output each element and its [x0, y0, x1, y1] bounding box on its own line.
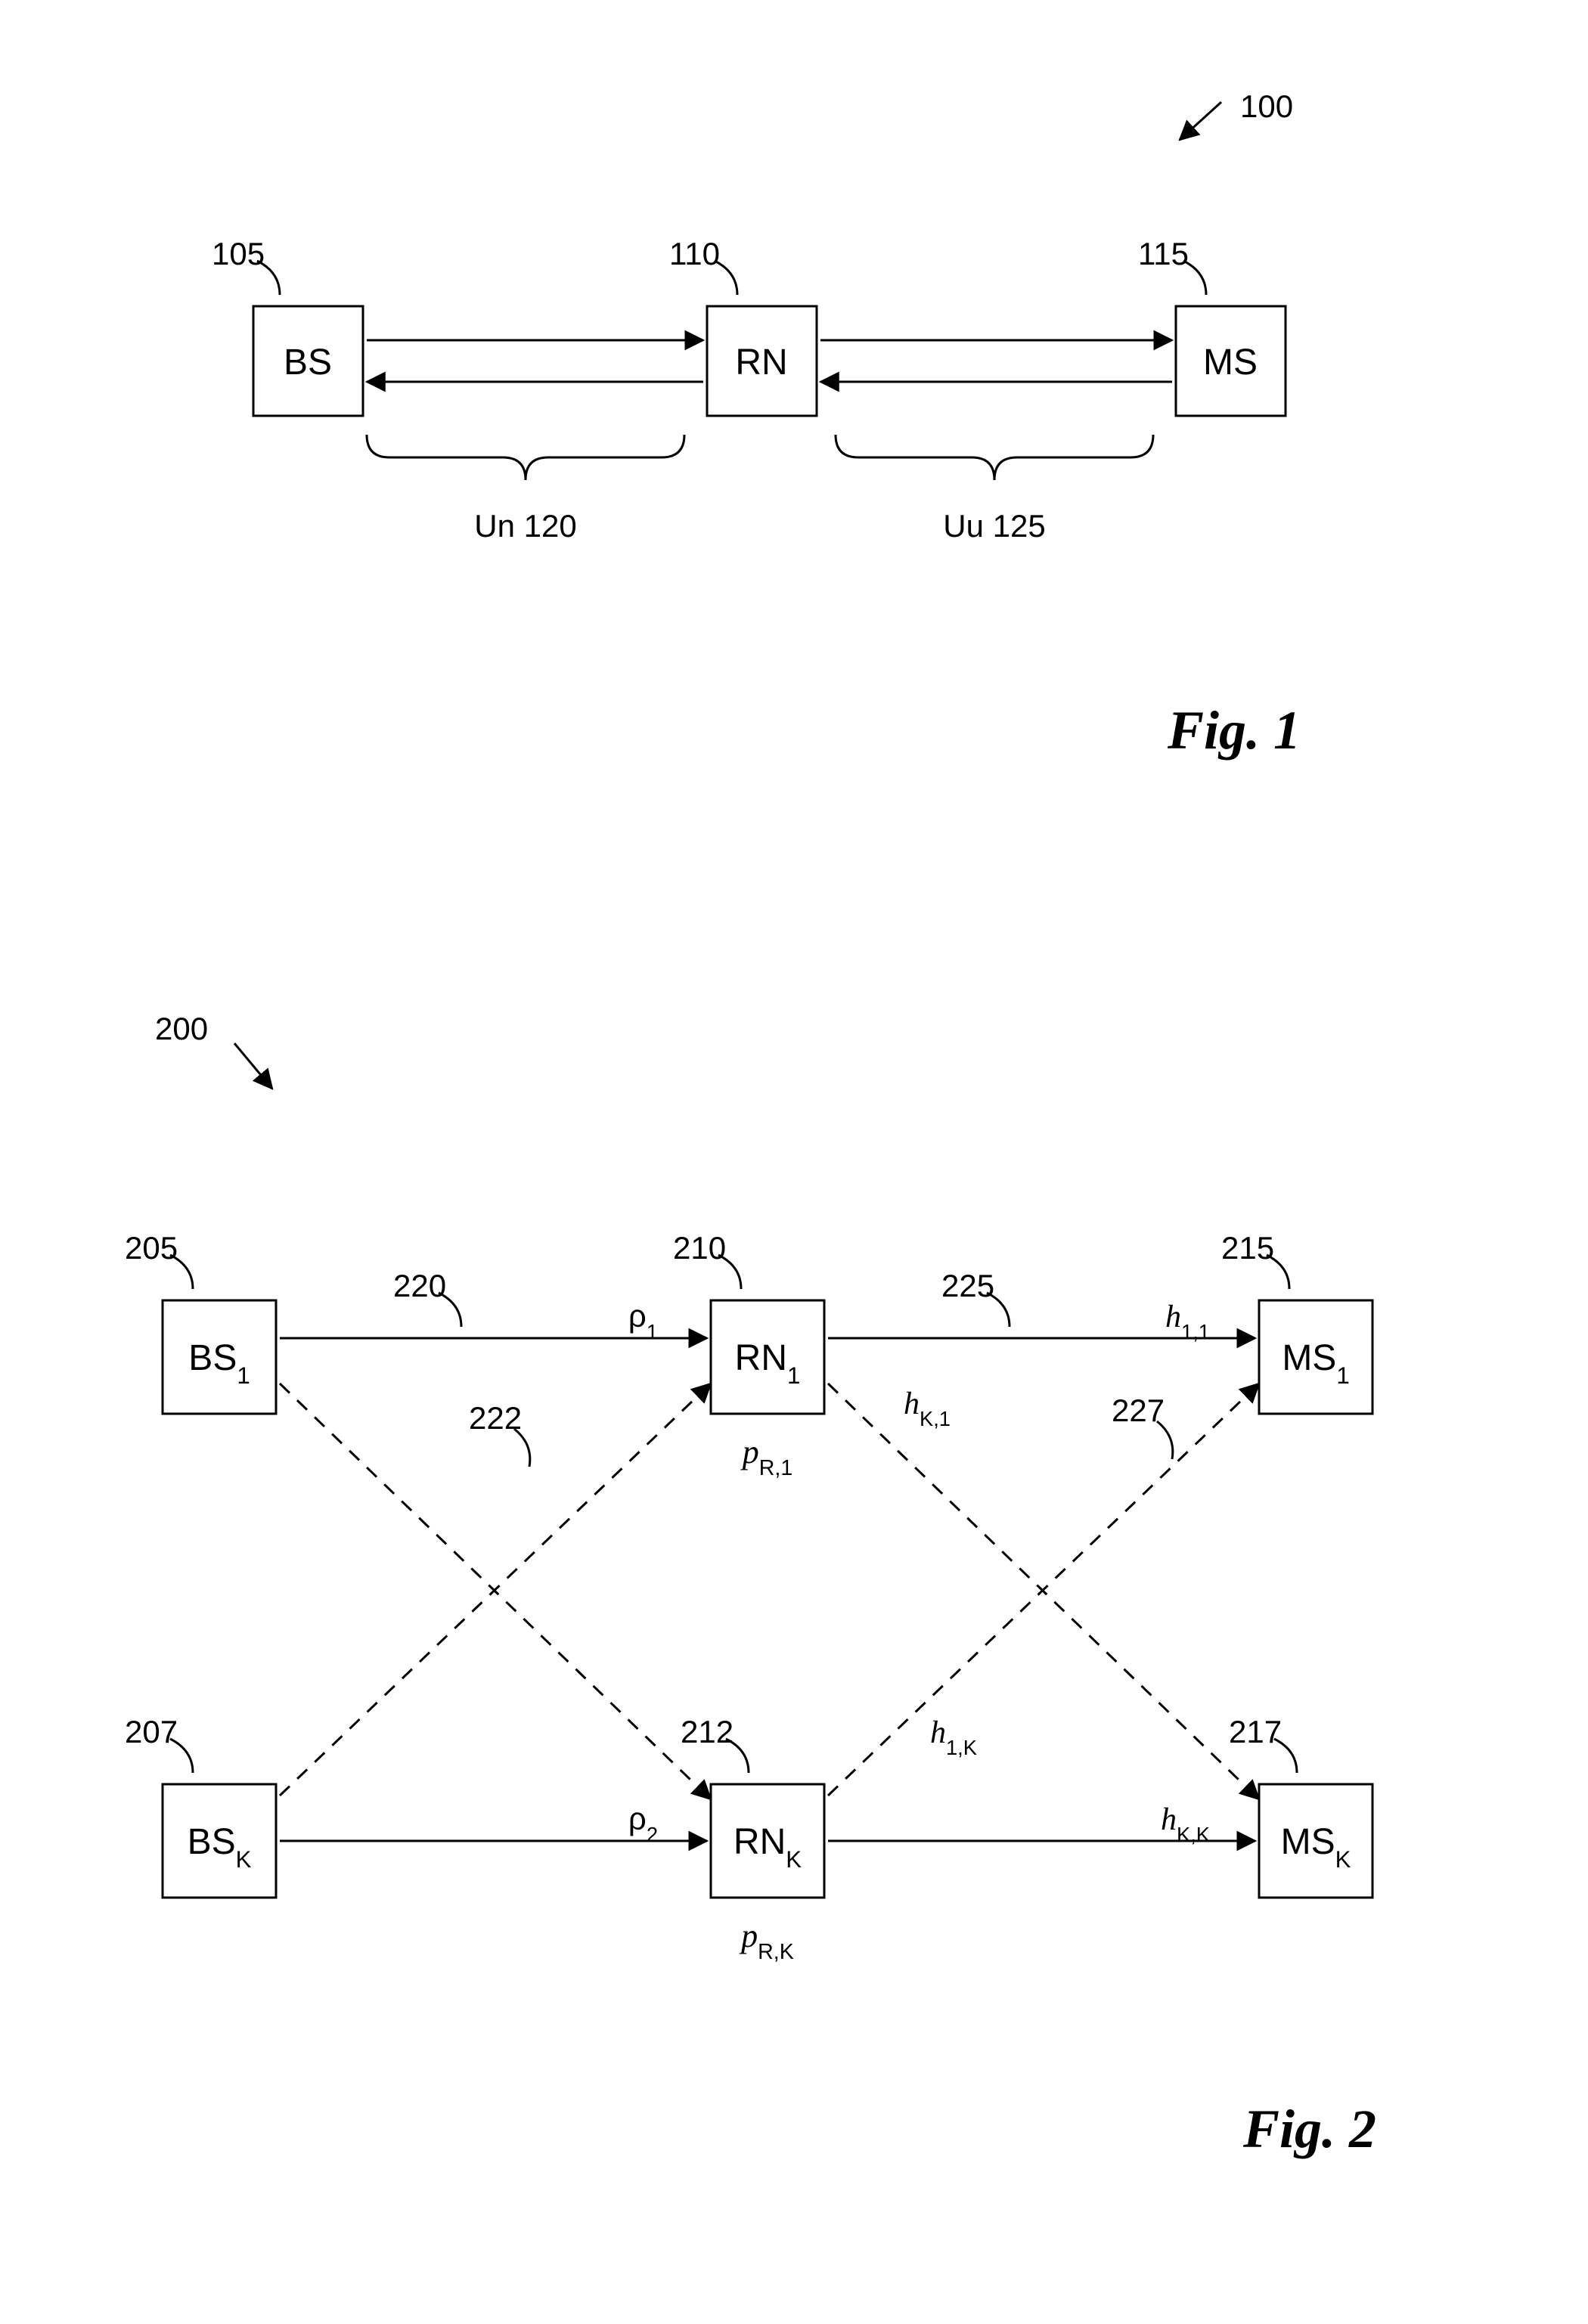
- fig1-caption: Fig. 1: [1167, 700, 1301, 761]
- fig1-ref-bs: 105: [212, 236, 265, 271]
- fig2-edge-rnk-msk-endlabel: hK,K: [1161, 1802, 1210, 1846]
- fig1-node-rn: RN 110: [669, 236, 817, 416]
- fig2-id-label: 200: [155, 1011, 208, 1046]
- fig2-edge-rn1-msk: h1,K: [828, 1384, 1259, 1799]
- fig2-edge-rnk-ms1: hK,1 227: [828, 1384, 1259, 1796]
- fig2-edge-rn1-ms1-endlabel: h1,1: [1165, 1300, 1210, 1343]
- fig2-edge-bs1-rnk-ref: 222: [469, 1400, 522, 1436]
- fig2-id-pointer: 200: [155, 1011, 272, 1089]
- fig2-ref-bsk: 207: [125, 1714, 178, 1749]
- fig2-edge-bsk-rn1: [280, 1384, 711, 1796]
- fig2-edge-bs1-rn1-endlabel: ρ1: [628, 1298, 658, 1343]
- fig2-ref-rn1: 210: [673, 1230, 726, 1266]
- fig1-ref-ms: 115: [1138, 236, 1189, 271]
- fig2-node-rn1-below: pR,1: [740, 1433, 793, 1480]
- fig1-id-pointer: 100: [1180, 88, 1293, 140]
- fig1-brace-un: Un 120: [367, 435, 684, 544]
- fig2-edge-rn1-msk-midlabel: h1,K: [930, 1715, 977, 1759]
- fig1-brace-uu: Uu 125: [836, 435, 1153, 544]
- fig2-ref-msk: 217: [1229, 1714, 1282, 1749]
- fig2-node-rnk: RNK 212 pR,K: [681, 1714, 824, 1964]
- fig1-brace-uu-label: Uu 125: [943, 508, 1045, 544]
- fig2-edge-bsk-rnk: ρ2: [280, 1801, 707, 1846]
- fig2-ref-rnk: 212: [681, 1714, 734, 1749]
- fig1-node-bs-text: BS: [284, 342, 332, 383]
- fig2-caption: Fig. 2: [1242, 2099, 1376, 2159]
- fig1-node-ms: MS 115: [1138, 236, 1286, 416]
- fig2-node-ms1: MS1 215: [1221, 1230, 1372, 1414]
- fig2-node-bsk: BSK 207: [125, 1714, 276, 1898]
- fig1-ref-rn: 110: [669, 236, 720, 271]
- fig2-node-rnk-below: pR,K: [739, 1917, 794, 1964]
- fig2-edge-rnk-ms1-ref: 227: [1112, 1393, 1165, 1428]
- fig1-id-label: 100: [1240, 88, 1293, 124]
- fig2-edge-bsk-rnk-endlabel: ρ2: [628, 1801, 658, 1846]
- fig2-node-msk: MSK 217: [1229, 1714, 1372, 1898]
- fig1-brace-un-label: Un 120: [474, 508, 576, 544]
- fig2-edge-bs1-rnk: 222: [280, 1384, 711, 1799]
- fig2-node-bs1: BS1 205: [125, 1230, 276, 1414]
- fig1-node-bs: BS 105: [212, 236, 363, 416]
- fig2-edge-rnk-msk: hK,K: [828, 1802, 1255, 1846]
- fig2-edge-rn1-ms1-ref: 225: [941, 1268, 994, 1303]
- fig2-ref-bs1: 205: [125, 1230, 178, 1266]
- fig1-node-ms-text: MS: [1203, 342, 1258, 383]
- fig2-edge-rn1-ms1: 225 h1,1: [828, 1268, 1255, 1343]
- fig2-edge-rnk-ms1-midlabel: hK,1: [904, 1387, 951, 1430]
- fig1-node-rn-text: RN: [735, 342, 787, 383]
- fig2-edge-bs1-rn1: 220 ρ1: [280, 1268, 707, 1343]
- fig2-edge-bs1-rn1-ref: 220: [393, 1268, 446, 1303]
- fig2-node-rn1: RN1 210 pR,1: [673, 1230, 824, 1480]
- fig2-ref-ms1: 215: [1221, 1230, 1274, 1266]
